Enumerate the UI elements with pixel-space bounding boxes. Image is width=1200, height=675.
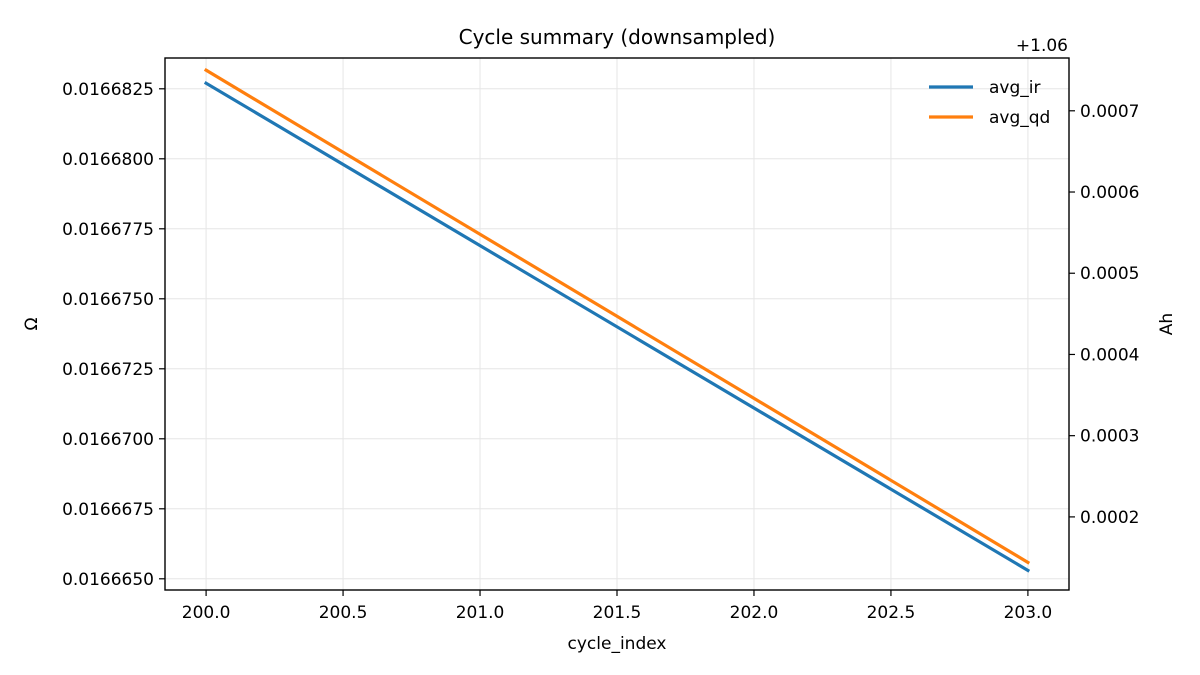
series-line-avg_qd (203, 67, 1031, 565)
left-y-tick-label: 0.0166775 (62, 220, 154, 240)
left-y-tick-label: 0.0166825 (62, 80, 154, 100)
right-y-tick-label: 0.0006 (1080, 183, 1139, 203)
x-tick-label: 202.5 (867, 603, 916, 623)
left-y-axis-ticks: 0.0166650 0.0166675 0.0166700 0.0166725 0.01… (62, 80, 165, 590)
left-y-tick-label: 0.0166700 (62, 430, 154, 450)
left-y-tick-label: 0.0166725 (62, 360, 154, 380)
legend: avg_ir avg_qd (929, 78, 1050, 128)
legend-label-avg_ir: avg_ir (989, 78, 1040, 98)
x-tick-label: 203.0 (1004, 603, 1053, 623)
x-axis-label: cycle_index (568, 634, 667, 654)
left-y-tick-label: 0.0166650 (62, 570, 154, 590)
right-y-axis-label: Ah (1157, 313, 1177, 335)
right-y-tick-label: 0.0002 (1080, 508, 1139, 528)
right-y-tick-label: 0.0003 (1080, 427, 1139, 447)
series-line-avg_ir (203, 81, 1031, 573)
left-y-tick-label: 0.0166675 (62, 500, 154, 520)
x-tick-label: 201.0 (456, 603, 505, 623)
x-tick-label: 202.0 (730, 603, 779, 623)
right-axis-offset-label: +1.06 (1016, 36, 1068, 56)
x-tick-label: 200.5 (319, 603, 368, 623)
series-lines (203, 67, 1031, 573)
x-tick-label: 200.0 (182, 603, 231, 623)
left-y-tick-label: 0.0166800 (62, 150, 154, 170)
x-axis-ticks: 200.0 200.5 201.0 201.5 202.0 202.5 203.0 (182, 590, 1052, 623)
grid (165, 58, 1069, 590)
right-y-tick-label: 0.0004 (1080, 345, 1139, 365)
legend-label-avg_qd: avg_qd (989, 108, 1050, 128)
left-y-axis-label: Ω (22, 318, 42, 331)
left-y-tick-label: 0.0166750 (62, 290, 154, 310)
right-y-tick-label: 0.0005 (1080, 264, 1139, 284)
right-y-axis-ticks: 0.0002 0.0003 0.0004 0.0005 0.0006 0.0007 (1069, 102, 1139, 528)
chart-title: Cycle summary (downsampled) (459, 25, 776, 49)
right-y-tick-label: 0.0007 (1080, 102, 1139, 122)
x-tick-label: 201.5 (593, 603, 642, 623)
